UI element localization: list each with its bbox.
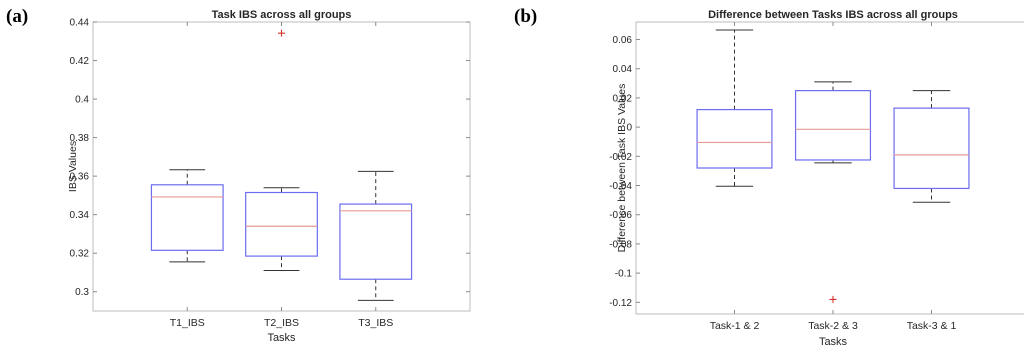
- x-tick-label: T2_IBS: [264, 317, 299, 329]
- y-tick-label: 0.3: [75, 287, 89, 298]
- chart-panel-1: [635, 21, 1024, 315]
- panel-b-label: (b): [514, 6, 538, 27]
- chart-title: Difference between Tasks IBS across all …: [708, 9, 958, 21]
- y-tick-label: 0: [626, 123, 632, 134]
- x-tick-label: Task-2 & 3: [808, 320, 858, 332]
- box-iqr: [339, 203, 413, 280]
- x-axis-label: Tasks: [819, 336, 848, 348]
- chart-title: Task IBS across all groups: [212, 9, 352, 21]
- plot-frame: [92, 21, 471, 312]
- y-axis-label: IBS Values: [67, 141, 79, 192]
- y-tick-label: 0.38: [70, 133, 90, 144]
- outlier-marker: [829, 295, 837, 303]
- x-tick-label: T1_IBS: [170, 317, 205, 329]
- box-iqr: [893, 107, 970, 190]
- y-tick-label: -0.1: [615, 269, 633, 280]
- y-tick-label: 0.04: [613, 64, 633, 75]
- y-tick-label: 0.4: [75, 95, 89, 106]
- y-tick-label: -0.04: [609, 181, 632, 192]
- x-tick-label: Task-3 & 1: [907, 320, 957, 332]
- y-axis-label: Difference between Task IBS Values: [616, 84, 628, 253]
- y-tick-label: 0.44: [70, 18, 90, 29]
- panel-a-label: (a): [6, 6, 29, 27]
- box-iqr: [794, 90, 872, 161]
- y-tick-label: -0.12: [609, 298, 632, 309]
- x-axis-label: Tasks: [267, 332, 296, 344]
- y-tick-label: -0.06: [609, 210, 632, 221]
- chart-panel-0: [92, 21, 471, 312]
- y-tick-label: -0.02: [609, 152, 632, 163]
- y-tick-label: 0.34: [70, 210, 90, 221]
- y-tick-label: 0.36: [70, 172, 90, 183]
- y-tick-label: 0.42: [70, 56, 90, 67]
- box-iqr: [245, 191, 318, 257]
- box-iqr: [696, 108, 773, 169]
- y-tick-label: 0.32: [70, 249, 90, 260]
- x-tick-label: Task-1 & 2: [710, 320, 760, 332]
- outlier-marker: [278, 29, 285, 37]
- y-tick-label: -0.08: [609, 239, 632, 250]
- y-tick-label: 0.06: [613, 35, 633, 46]
- y-tick-label: 0.02: [613, 93, 633, 104]
- box-iqr: [150, 184, 224, 251]
- plot-frame: [635, 21, 1024, 315]
- x-tick-label: T3_IBS: [358, 317, 393, 329]
